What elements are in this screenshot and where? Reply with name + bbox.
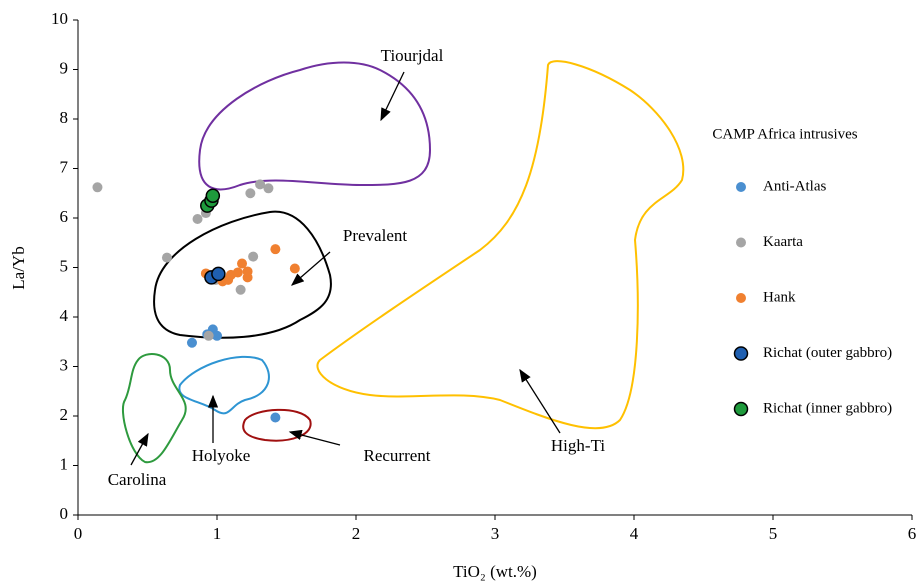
annotation: Prevalent: [343, 226, 407, 245]
y-axis-label: La/Yb: [9, 246, 28, 289]
x-tick-label: 2: [352, 524, 361, 543]
point: [186, 337, 197, 348]
point: [289, 263, 300, 274]
legend-title: CAMP Africa intrusives: [712, 126, 857, 142]
point: [212, 330, 222, 341]
point: [192, 213, 203, 224]
point: [237, 258, 248, 269]
legend-label: Richat (outer gabbro): [763, 345, 892, 361]
y-tick-label: 10: [51, 9, 68, 28]
point: [270, 412, 281, 423]
point: [203, 330, 214, 341]
x-tick-label: 3: [491, 524, 500, 543]
x-axis-label: TiO₂ (wt.%): [453, 562, 537, 581]
legend-marker: [736, 237, 746, 248]
x-tick-label: 5: [769, 524, 778, 543]
arrow: [288, 429, 341, 446]
point: [205, 188, 221, 203]
region-outline: [178, 355, 270, 415]
point: [161, 252, 172, 263]
y-tick-label: 4: [60, 306, 69, 325]
legend-marker: [736, 182, 746, 192]
annotation: Tiourjdal: [381, 46, 444, 65]
point: [248, 251, 259, 262]
legend-label: Kaarta: [763, 234, 803, 250]
y-tick-label: 7: [60, 157, 69, 176]
arrows: [130, 71, 561, 466]
legend-marker: [733, 401, 749, 417]
legend-marker: [736, 293, 746, 303]
y-tick-label: 0: [60, 504, 69, 523]
x-tick-label: 4: [630, 524, 639, 543]
legend-label: Hank: [763, 289, 796, 305]
arrow: [291, 251, 331, 286]
point: [242, 266, 253, 277]
point: [211, 266, 226, 282]
x-tick-label: 1: [213, 524, 222, 543]
point: [92, 182, 103, 193]
x-tick-label: 6: [908, 524, 917, 543]
point: [263, 183, 274, 194]
arrow: [380, 71, 405, 122]
point: [245, 188, 256, 199]
x-tick-label: 0: [74, 524, 83, 543]
annotation: Holyoke: [192, 446, 251, 465]
y-tick-label: 6: [60, 207, 69, 226]
regions: [121, 60, 685, 464]
y-tick-label: 9: [60, 58, 69, 77]
legend-marker: [733, 346, 749, 361]
legend-label: Richat (inner gabbro): [763, 400, 892, 416]
annotation: Recurrent: [363, 446, 430, 465]
point: [232, 267, 243, 278]
point: [270, 244, 281, 255]
arrow: [519, 368, 561, 434]
y-tick-label: 2: [60, 405, 69, 424]
arrow: [130, 432, 149, 466]
annotation: High-Ti: [551, 436, 605, 455]
point: [223, 274, 234, 285]
point: [235, 284, 246, 295]
point: [255, 179, 266, 190]
y-tick-label: 5: [60, 256, 69, 275]
region-outline: [121, 353, 187, 464]
region-outline: [316, 60, 685, 430]
region-outline: [198, 61, 432, 191]
y-tick-label: 8: [60, 108, 69, 127]
legend-label: Anti-Atlas: [763, 178, 826, 194]
annotation: Carolina: [108, 470, 167, 489]
y-tick-label: 1: [60, 454, 69, 473]
y-tick-label: 3: [60, 355, 69, 374]
region-outline: [153, 210, 332, 339]
